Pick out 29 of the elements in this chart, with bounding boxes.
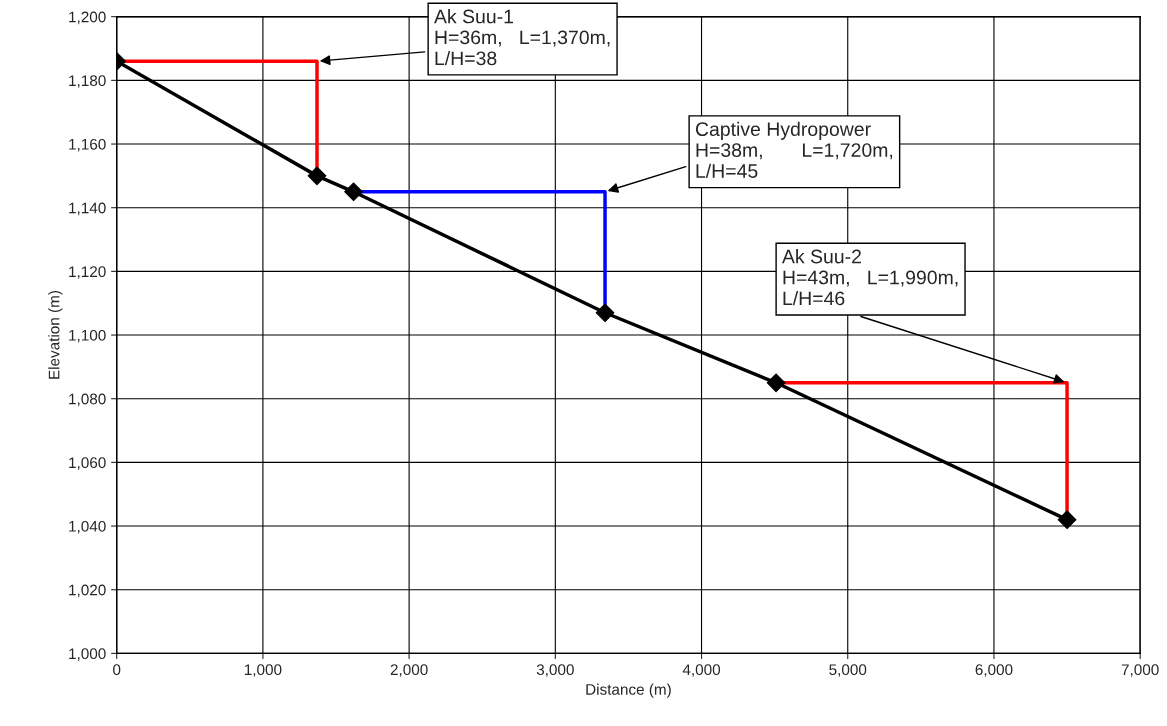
x-tick-label: 3,000 [536, 664, 574, 677]
y-tick-label: 1,000 [69, 648, 106, 661]
y-tick-label: 1,080 [69, 393, 106, 407]
y-tick-label: 1,020 [69, 584, 106, 598]
annotation: Captive Hydropower H=38m, L=1,720m, L/H=45 [695, 121, 893, 178]
point [307, 166, 327, 186]
y-tick-label: 1,140 [69, 202, 106, 216]
point [595, 303, 615, 323]
x-tick-label: 5,000 [829, 664, 867, 677]
x-tick-label: 0 [113, 664, 121, 676]
y-tick-label: 1,040 [69, 520, 106, 534]
y-tick-label: 1,060 [69, 457, 106, 470]
y-tick-label: 1,160 [69, 138, 106, 152]
annotation: Ak Suu-2 H=43m, L=1,990m, L/H=46 [781, 249, 958, 306]
x-tick-label: 1,000 [244, 664, 282, 677]
y-tick-label: 1,120 [69, 266, 106, 279]
y-tick-label: 1,180 [69, 75, 106, 88]
point [766, 373, 786, 393]
x-tick-label: 2,000 [390, 664, 428, 677]
y-axis-title: Elevation (m) [48, 291, 63, 379]
y-tick-label: 1,100 [69, 329, 106, 343]
x-tick-label: 4,000 [682, 664, 721, 677]
x-tick-label: 7,000 [1121, 664, 1159, 677]
x-axis-title: Distance (m) [586, 683, 671, 698]
point [344, 182, 363, 202]
y-tick-label: 1,200 [69, 11, 106, 25]
point [1057, 510, 1077, 530]
x-tick-label: 6,000 [975, 664, 1013, 677]
annotation: Ak Suu-1 H=36m, L=1,370m, L/H=38 [434, 9, 610, 66]
